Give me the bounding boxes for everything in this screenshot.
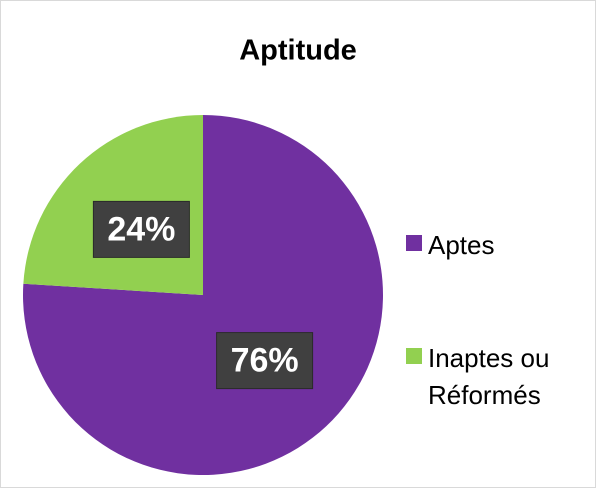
legend-item: Aptes <box>406 227 578 264</box>
legend-swatch <box>406 235 422 251</box>
data-label-box <box>216 332 314 390</box>
legend-swatch <box>406 348 422 364</box>
data-label-box <box>92 200 190 258</box>
data-label: 76% <box>231 342 299 380</box>
data-label: 24% <box>107 210 175 248</box>
data-label-group: 24% <box>92 200 190 258</box>
legend-label: Inaptes ou Réformés <box>428 343 550 410</box>
legend-label: Aptes <box>428 230 495 260</box>
chart-title: Aptitude <box>239 35 357 67</box>
legend-item: Inaptes ou Réformés <box>406 340 578 414</box>
data-label-group: 76% <box>216 332 314 390</box>
